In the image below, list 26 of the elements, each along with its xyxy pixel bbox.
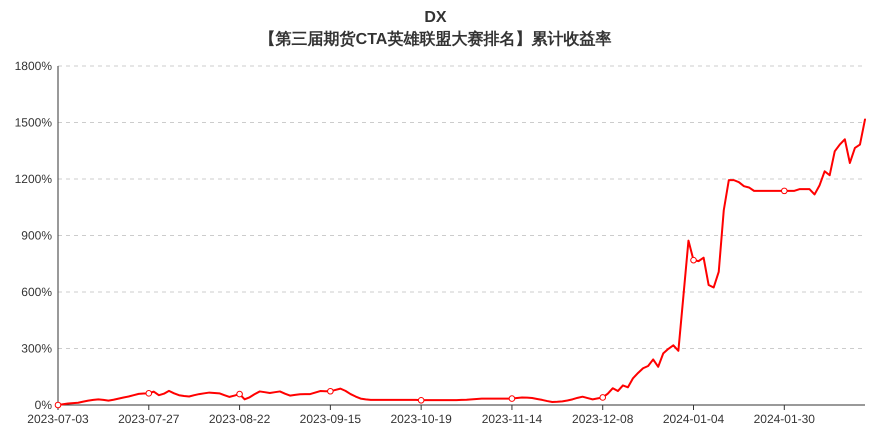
x-tick-label: 2024-01-04	[662, 412, 725, 426]
x-tick-label: 2023-08-22	[208, 412, 271, 426]
x-tick-label: 2023-10-19	[390, 412, 452, 426]
x-tick-label: 2023-07-27	[118, 412, 180, 426]
point	[599, 394, 606, 401]
y-tick-label: 0%	[34, 398, 52, 412]
x-tick-label: 2023-09-15	[300, 412, 362, 426]
y-tick-label: 1500%	[14, 116, 52, 130]
chart-title: DX	[424, 9, 447, 26]
x-tick-label: 2023-11-14	[482, 412, 543, 426]
y-tick-label: 900%	[21, 228, 52, 242]
point	[145, 390, 152, 397]
y-tick-label: 600%	[21, 285, 52, 299]
chart-subtitle: 【第三届期货CTA英雄联盟大赛排名】累计收益率	[260, 29, 612, 48]
point	[781, 188, 788, 194]
x-tick-label: 2023-07-03	[27, 412, 90, 426]
point	[508, 395, 516, 402]
y-tick-label: 1800%	[14, 59, 52, 73]
point	[690, 256, 697, 264]
x-tick-label: 2024-01-30	[754, 412, 816, 426]
y-tick-label: 300%	[21, 342, 52, 356]
point	[418, 396, 424, 404]
point	[236, 390, 243, 398]
point	[327, 388, 334, 395]
y-tick-label: 1200%	[14, 172, 52, 186]
x-tick-label: 2023-12-08	[572, 412, 634, 426]
